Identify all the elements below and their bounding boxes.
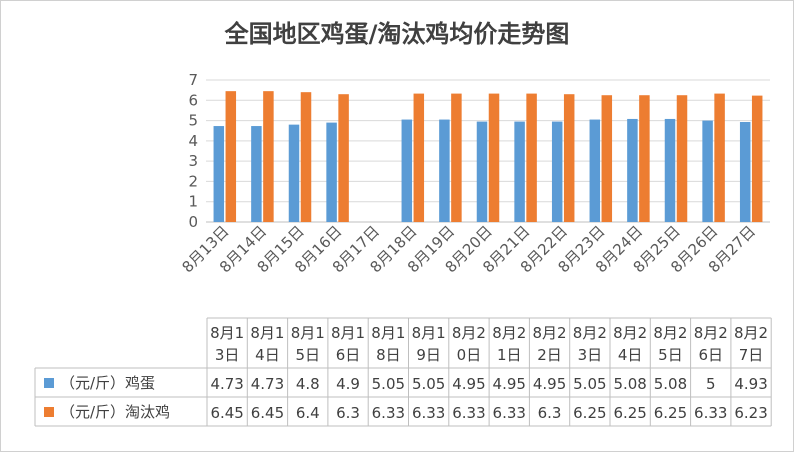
- table-value-cell: 6.4: [296, 404, 320, 422]
- cull-hen-price-bar: [451, 93, 462, 222]
- table-value-cell: 4.9: [336, 375, 360, 393]
- table-header-cell: 1日: [497, 346, 522, 364]
- y-tick-label: 7: [188, 71, 198, 89]
- table-header-cell: 7日: [739, 346, 764, 364]
- cull-hen-price-bar: [413, 93, 425, 222]
- egg-price-bar: [213, 126, 225, 222]
- cull-hen-price-bar: [338, 94, 349, 222]
- egg-price-bar: [514, 121, 525, 222]
- table-value-cell: 5.05: [372, 375, 405, 393]
- cull-hen-price-bar: [300, 92, 312, 223]
- table-value-cell: 4.95: [533, 375, 566, 393]
- y-tick-label: 5: [188, 112, 198, 130]
- table-value-cell: 6.45: [251, 404, 284, 422]
- cull-hen-price-bar: [751, 95, 763, 222]
- table-header-cell: 8月1: [291, 324, 325, 342]
- y-tick-label: 0: [188, 213, 198, 231]
- cull-hen-price-bar: [526, 93, 537, 222]
- table-header-cell: 9日: [416, 346, 441, 364]
- legend-label: （元/斤）淘汰鸡: [60, 403, 170, 421]
- table-value-cell: 6.33: [412, 404, 445, 422]
- egg-price-bar: [589, 119, 601, 222]
- cull-hen-price-bar: [263, 91, 274, 223]
- table-header-cell: 8月2: [734, 324, 768, 342]
- table-header-cell: 8月1: [412, 324, 446, 342]
- table-header-cell: 6日: [698, 346, 723, 364]
- table-value-cell: 6.45: [210, 404, 243, 422]
- table-header-cell: 8月2: [492, 324, 526, 342]
- table-header-cell: 3日: [215, 346, 240, 364]
- y-tick-label: 1: [188, 193, 198, 211]
- table-header-cell: 8月2: [452, 324, 486, 342]
- table-value-cell: 4.93: [734, 375, 767, 393]
- egg-price-bar: [702, 120, 713, 222]
- table-header-cell: 5日: [295, 346, 320, 364]
- chart-title: 全国地区鸡蛋/淘汰鸡均价走势图: [224, 20, 570, 48]
- egg-price-bar: [627, 118, 638, 222]
- table-value-cell: 4.73: [210, 375, 243, 393]
- table-header-cell: 8月1: [250, 324, 284, 342]
- y-tick-label: 3: [188, 152, 198, 170]
- y-tick-label: 6: [188, 91, 198, 109]
- legend-label: （元/斤）鸡蛋: [60, 374, 155, 392]
- table-header-cell: 8月1: [371, 324, 405, 342]
- cull-hen-price-bar: [714, 93, 725, 222]
- egg-price-bar: [739, 121, 751, 222]
- table-value-cell: 4.95: [493, 375, 526, 393]
- table-header-cell: 6日: [336, 346, 361, 364]
- table-value-cell: 6.33: [493, 404, 526, 422]
- table-header-cell: 0日: [457, 346, 482, 364]
- table-value-cell: 6.25: [613, 404, 646, 422]
- table-value-cell: 6.3: [336, 404, 360, 422]
- table-header-cell: 2日: [537, 346, 562, 364]
- table-value-cell: 6.25: [654, 404, 687, 422]
- egg-price-bar: [551, 121, 563, 222]
- table-header-cell: 4日: [255, 346, 280, 364]
- table-header-cell: 8月2: [694, 324, 728, 342]
- table-header-cell: 8月2: [613, 324, 647, 342]
- table-value-cell: 6.23: [734, 404, 767, 422]
- cull-hen-price-bar: [225, 91, 237, 223]
- cull-hen-price-bar: [639, 95, 650, 222]
- egg-price-bar: [401, 119, 413, 222]
- table-value-cell: 6.33: [452, 404, 485, 422]
- egg-price-bar: [664, 118, 676, 222]
- egg-price-bar: [326, 122, 337, 222]
- table-value-cell: 6.33: [372, 404, 405, 422]
- legend-swatch: [44, 407, 54, 417]
- y-tick-label: 2: [188, 172, 198, 190]
- table-header-cell: 8月2: [573, 324, 607, 342]
- legend-swatch: [44, 378, 54, 388]
- table-header-cell: 5日: [658, 346, 683, 364]
- table-value-cell: 4.8: [296, 375, 320, 393]
- table-value-cell: 6.33: [694, 404, 727, 422]
- table-value-cell: 4.95: [452, 375, 485, 393]
- table-header-cell: 8月2: [653, 324, 687, 342]
- table-header-cell: 8日: [376, 346, 401, 364]
- table-value-cell: 6.25: [573, 404, 606, 422]
- table-value-cell: 4.73: [251, 375, 284, 393]
- table-header-cell: 8月1: [331, 324, 365, 342]
- cull-hen-price-bar: [563, 94, 575, 222]
- table-value-cell: 5: [706, 375, 716, 393]
- table-header-cell: 8月2: [533, 324, 567, 342]
- table-value-cell: 5.05: [412, 375, 445, 393]
- egg-price-bar: [251, 126, 262, 222]
- egg-price-bar: [288, 124, 300, 222]
- cull-hen-price-bar: [601, 95, 613, 222]
- table-header-cell: 4日: [618, 346, 643, 364]
- egg-price-bar: [439, 119, 450, 222]
- table-header-cell: 8月1: [210, 324, 244, 342]
- cull-hen-price-bar: [676, 95, 688, 222]
- table-header-cell: 3日: [578, 346, 603, 364]
- table-value-cell: 5.08: [613, 375, 646, 393]
- cull-hen-price-bar: [488, 93, 500, 222]
- table-value-cell: 5.05: [573, 375, 606, 393]
- table-value-cell: 6.3: [538, 404, 562, 422]
- table-value-cell: 5.08: [654, 375, 687, 393]
- y-tick-label: 4: [188, 132, 198, 150]
- egg-price-bar: [476, 121, 488, 222]
